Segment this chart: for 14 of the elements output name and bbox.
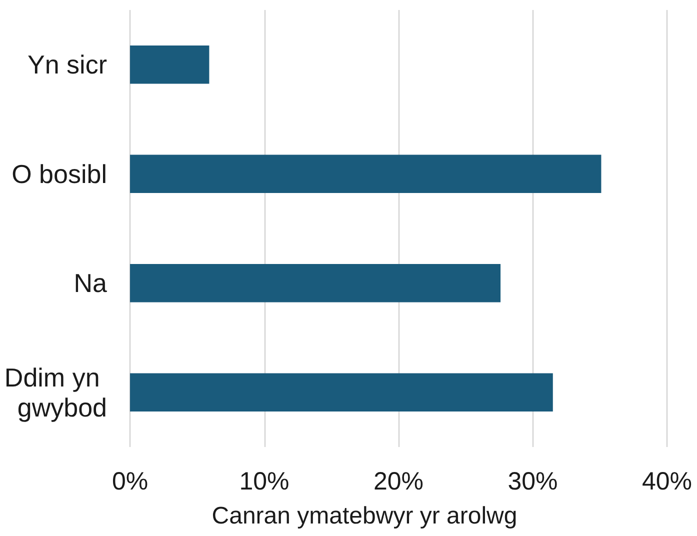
x-tick-label: 0% — [112, 468, 148, 496]
x-axis-title: Canran ymatebwyr yr arolwg — [212, 502, 518, 530]
y-tick-label: O bosibl — [12, 158, 107, 189]
y-tick-label: Ddim yn gwybod — [4, 362, 107, 422]
bar — [130, 264, 501, 302]
y-tick-label: Yn sicr — [28, 50, 108, 80]
y-tick-label: Na — [74, 268, 108, 298]
x-tick-label: 10% — [239, 468, 290, 496]
x-tick-label: 30% — [508, 468, 558, 496]
bar — [130, 46, 210, 84]
x-tick-label: 20% — [373, 468, 424, 496]
x-tick-label: 40% — [642, 468, 692, 496]
bar — [130, 373, 553, 412]
bar — [130, 154, 602, 193]
